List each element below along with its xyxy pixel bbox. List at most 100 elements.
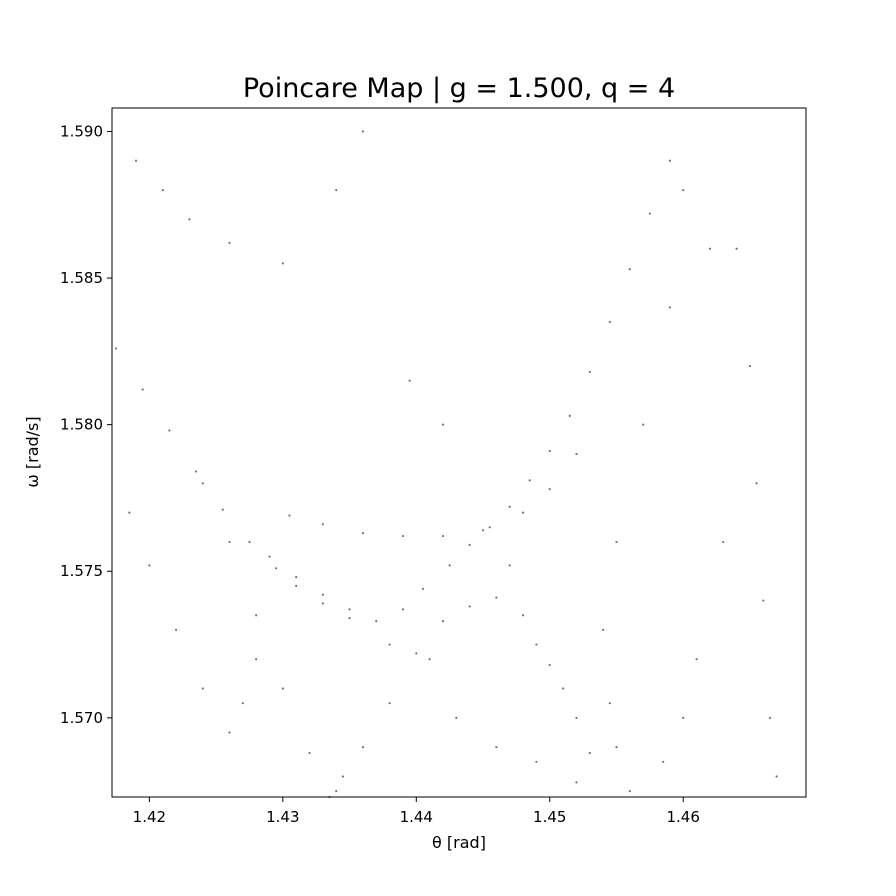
data-point: [441, 423, 445, 426]
x-tick-label: 1.43: [266, 808, 299, 826]
data-point: [708, 247, 712, 250]
data-point: [335, 790, 338, 793]
data-point: [481, 529, 485, 532]
data-point: [248, 540, 251, 544]
data-point: [255, 658, 258, 661]
data-point: [128, 511, 131, 514]
points-layer: [114, 130, 778, 799]
data-point: [375, 619, 378, 623]
data-point: [415, 652, 418, 655]
data-point: [341, 775, 344, 778]
data-point: [295, 584, 298, 588]
data-point: [174, 628, 178, 631]
x-tick-label: 1.46: [667, 808, 700, 826]
x-axis-label: θ [rad]: [432, 833, 486, 852]
data-point: [548, 663, 551, 667]
data-point: [775, 775, 778, 778]
data-point: [588, 370, 591, 373]
x-tick-label: 1.44: [400, 808, 433, 826]
data-point: [134, 159, 138, 162]
data-point: [548, 449, 551, 453]
data-point: [288, 514, 291, 517]
data-point: [495, 596, 498, 599]
data-point: [562, 687, 565, 690]
data-point: [695, 658, 698, 661]
data-point: [194, 470, 198, 473]
data-point: [762, 599, 765, 602]
data-point: [608, 702, 611, 705]
data-point: [228, 540, 231, 544]
data-point: [201, 482, 204, 485]
data-point: [602, 628, 605, 631]
data-point: [161, 188, 164, 192]
data-point: [241, 702, 244, 705]
data-point: [682, 716, 685, 719]
data-point: [568, 414, 571, 417]
data-point: [575, 781, 578, 784]
data-point: [441, 619, 445, 623]
data-point: [308, 751, 311, 755]
data-point: [608, 320, 611, 324]
data-point: [441, 534, 445, 538]
data-point: [495, 746, 498, 749]
data-point: [448, 564, 451, 567]
x-tick-label: 1.45: [533, 808, 566, 826]
data-point: [682, 188, 685, 192]
data-point: [662, 760, 665, 763]
data-point: [361, 746, 365, 749]
data-point: [468, 543, 471, 546]
data-point: [408, 379, 411, 382]
data-point: [642, 423, 645, 426]
data-point: [281, 687, 284, 690]
data-point: [628, 268, 631, 271]
data-point: [255, 614, 258, 617]
data-point: [428, 658, 431, 661]
data-point: [295, 576, 298, 579]
data-point: [321, 523, 324, 526]
data-point: [615, 746, 618, 749]
data-point: [535, 643, 538, 646]
y-tick-label: 1.580: [60, 416, 103, 434]
y-tick-label: 1.575: [60, 562, 103, 580]
data-point: [588, 751, 591, 755]
data-point: [421, 587, 425, 590]
data-point: [468, 605, 471, 608]
data-point: [488, 526, 491, 529]
data-point: [722, 540, 725, 544]
y-tick-label: 1.570: [60, 709, 103, 727]
data-point: [148, 564, 151, 567]
data-point: [548, 488, 551, 491]
data-point: [575, 452, 578, 456]
data-point: [228, 731, 231, 734]
data-point: [521, 511, 525, 514]
data-point: [648, 212, 651, 215]
data-point: [508, 505, 511, 508]
data-point: [528, 479, 531, 482]
data-point: [455, 716, 458, 719]
data-point: [321, 602, 324, 605]
data-point: [348, 617, 351, 620]
data-point: [668, 306, 671, 309]
data-point: [201, 687, 204, 690]
data-point: [361, 130, 365, 133]
data-point: [361, 532, 365, 535]
data-point: [755, 482, 758, 485]
data-point: [401, 608, 405, 611]
data-point: [508, 564, 511, 567]
data-point: [575, 716, 578, 719]
data-point: [168, 429, 171, 432]
data-point: [748, 364, 752, 368]
data-point: [735, 247, 738, 250]
y-tick-label: 1.585: [60, 269, 103, 287]
data-point: [335, 188, 338, 192]
data-point: [668, 159, 671, 162]
chart-title: Poincare Map | g = 1.500, q = 4: [243, 73, 675, 104]
data-point: [114, 347, 118, 350]
x-tick-label: 1.42: [133, 808, 166, 826]
data-point: [141, 388, 144, 391]
data-point: [615, 540, 618, 544]
data-point: [401, 534, 405, 538]
data-point: [275, 567, 278, 570]
